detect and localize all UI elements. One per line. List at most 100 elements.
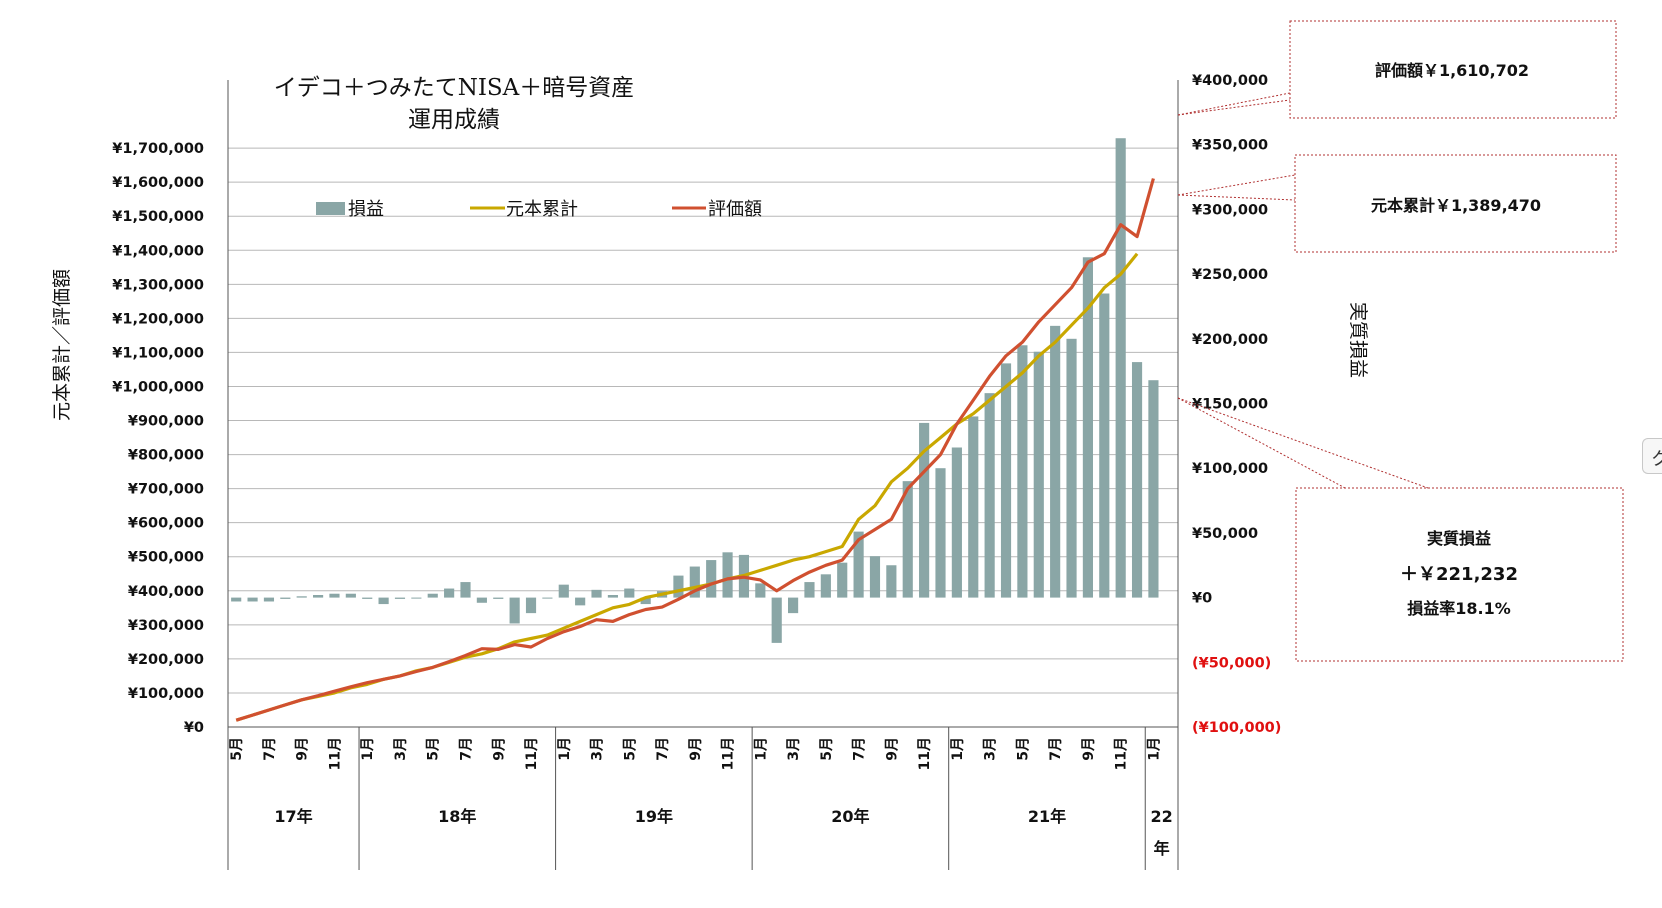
x-month-label: 9月 [884,737,900,761]
callout-principal-box [1294,154,1617,253]
x-axis-ticks: 5月 7月 9月 11月 1月 3月 5月 7月 9月 11月 1月 3月 5月 7月 9月 11月 1月 3月 5… [229,727,1173,870]
x-month-label: 5月 [426,737,442,761]
profit-bar [378,597,389,605]
legend-label-principal: 元本累計 [506,199,578,220]
y-left-tick-label: ¥600,000 [128,516,204,532]
x-month-label: 9月 [688,737,704,761]
callout-valuation: 評価額￥1,610,702 [1177,20,1617,119]
profit-bar [1099,293,1110,598]
y-left-tick-label: ¥500,000 [128,550,204,566]
profit-bar [575,597,586,606]
title-backdrop [252,72,657,136]
x-year-label: 19年 [635,807,673,826]
profit-bar [886,565,897,598]
x-month-label: 1月 [753,737,769,761]
profit-bar [788,597,799,614]
profit-bar [329,593,340,598]
profit-bar [296,596,307,598]
x-month-label: 1月 [360,737,376,761]
callout-principal-text: 元本累計￥1,389,470 [1371,196,1541,215]
profit-bar [902,481,913,598]
y-right-tick-label: (¥50,000) [1192,655,1271,671]
x-month-label: 7月 [262,737,278,761]
callout-principal-leader-b [1177,194,1296,201]
profit-bar [1115,138,1126,598]
callout-profit-box [1295,487,1624,662]
y-right-tick-label: ¥250,000 [1192,267,1268,283]
y-left-tick-label: ¥400,000 [128,584,204,600]
profit-bar [313,595,324,598]
callout-principal: 元本累計￥1,389,470 [1177,154,1617,253]
y-right-tick-label: ¥100,000 [1192,461,1268,477]
bar-series [231,138,1159,643]
profit-bar [607,595,618,598]
x-year-label: 22 [1150,807,1172,826]
profit-bar [1017,345,1028,598]
profit-bar [771,597,782,643]
profit-bar [968,416,979,598]
profit-bar [853,531,864,598]
callout-valuation-box [1289,20,1617,119]
y-left-tick-label: ¥1,200,000 [112,311,204,327]
x-month-label: 1月 [1146,737,1162,761]
x-month-label: 5月 [819,737,835,761]
x-year-label: 21年 [1028,807,1066,826]
x-month-label: 1月 [950,737,966,761]
y-left-tick-label: ¥1,700,000 [112,141,204,157]
y-right-tick-label: ¥0 [1192,591,1212,607]
x-month-label: 9月 [295,737,311,761]
x-month-label: 1月 [557,737,573,761]
profit-bar [804,582,815,598]
x-month-label: 7月 [655,737,671,761]
x-month-label: 5月 [229,737,245,761]
profit-bar [231,597,242,602]
y-left-tick-label: ¥800,000 [128,448,204,464]
callout-profit-rate: 損益率18.1% [1407,599,1511,618]
profit-bar [984,393,995,598]
profit-bar [1082,257,1093,598]
x-month-label: 3月 [590,737,606,761]
y-right-axis-title: 実質損益 [1347,302,1369,378]
y-right-tick-label: ¥200,000 [1192,332,1268,348]
y-left-tick-label: ¥700,000 [128,482,204,498]
y-left-tick-label: ¥0 [184,720,204,736]
profit-bar [640,597,651,605]
side-panel-tab[interactable]: ク [1642,438,1662,474]
callout-profit-value: ＋￥221,232 [1400,564,1518,585]
callout-valuation-leader-a [1177,92,1291,116]
legend-label-profit: 損益 [348,199,384,220]
profit-bar [542,597,553,599]
gridlines [228,147,1178,728]
profit-bar [935,468,946,598]
x-month-label: 9月 [491,737,507,761]
x-month-label: 11月 [917,737,933,770]
y-right-tick-label: ¥350,000 [1192,138,1268,154]
y-left-tick-label: ¥200,000 [128,652,204,668]
profit-bar [624,588,635,598]
profit-bar [460,582,471,598]
y-left-tick-label: ¥1,600,000 [112,175,204,191]
profit-bar [722,552,733,598]
x-year-label: 17年 [274,807,312,826]
callout-valuation-text: 評価額￥1,610,702 [1375,61,1529,80]
y-left-tick-label: ¥1,100,000 [112,345,204,361]
y-right-tick-label: ¥150,000 [1192,397,1268,413]
profit-bar [673,575,684,598]
x-month-label: 7月 [1048,737,1064,761]
x-month-label: 11月 [721,737,737,770]
y-left-tick-label: ¥1,300,000 [112,277,204,293]
x-month-label: 3月 [786,737,802,761]
legend: 損益 元本累計 評価額 [316,199,762,220]
profit-bar [247,597,258,602]
profit-bar [706,560,717,598]
x-year-label: 20年 [831,807,869,826]
profit-bar [509,597,520,624]
x-month-label: 3月 [983,737,999,761]
profit-bar [837,562,848,598]
profit-bar [493,597,504,599]
y-left-tick-label: ¥300,000 [128,618,204,634]
profit-bar [444,588,455,598]
profit-bar [558,584,569,598]
y-right-tick-label: (¥100,000) [1192,720,1281,736]
